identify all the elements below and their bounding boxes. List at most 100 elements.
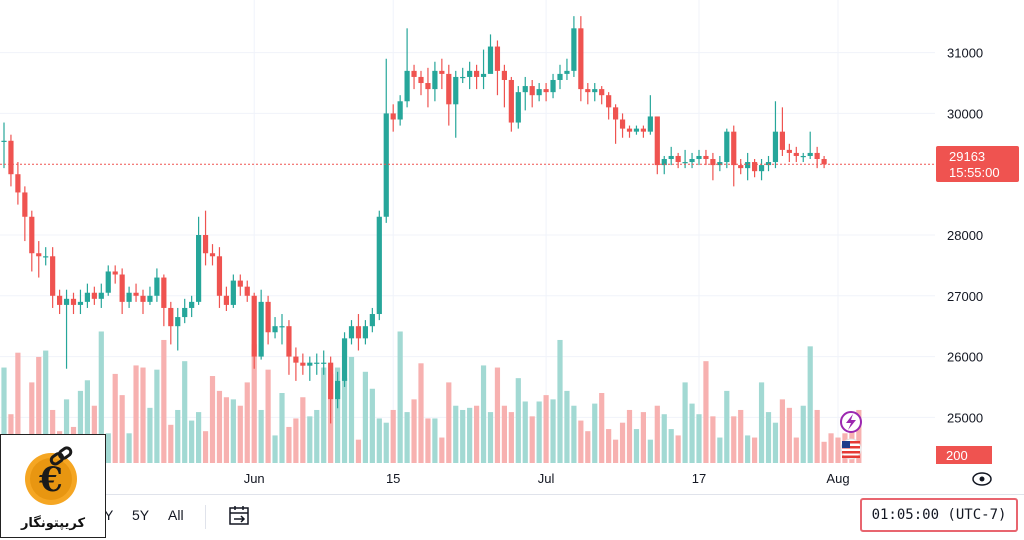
coin-logo-icon: € bbox=[25, 446, 77, 505]
volume-bar bbox=[286, 426, 292, 463]
candle-body bbox=[383, 113, 389, 217]
volume-bar bbox=[119, 395, 125, 463]
volume-bar bbox=[133, 365, 139, 463]
range-all-button[interactable]: All bbox=[168, 507, 184, 523]
volume-bar bbox=[703, 361, 709, 463]
volume-bar bbox=[529, 416, 535, 463]
volume-bar bbox=[786, 407, 792, 463]
candle-body bbox=[182, 307, 188, 318]
candle-body bbox=[307, 362, 313, 366]
volume-bar bbox=[223, 397, 229, 463]
candle-body bbox=[460, 76, 466, 79]
volume-bar bbox=[439, 437, 445, 463]
candle-body bbox=[126, 292, 132, 302]
candle-body bbox=[335, 380, 341, 400]
price-axis[interactable]: 31000 30000 28000 27000 26000 25000 bbox=[947, 46, 983, 426]
x-tick-label: Jun bbox=[244, 471, 265, 486]
candle-body bbox=[578, 28, 584, 90]
lightning-icon[interactable] bbox=[840, 411, 862, 433]
time-axis[interactable]: Jun15Jul17Aug21 bbox=[244, 471, 1024, 486]
volume-bar bbox=[599, 393, 605, 463]
volume-bar bbox=[293, 418, 299, 463]
candle-body bbox=[147, 295, 153, 302]
range-y-button[interactable]: Y bbox=[104, 507, 114, 523]
volume-bar bbox=[196, 412, 202, 463]
volume-bar bbox=[460, 409, 466, 463]
candle-body bbox=[550, 79, 556, 93]
candle-body bbox=[29, 216, 35, 254]
range-5y-button[interactable]: 5Y bbox=[132, 507, 150, 523]
volume-bar bbox=[112, 373, 118, 463]
candle-body bbox=[703, 155, 709, 160]
volume-bar bbox=[216, 390, 223, 463]
volume-bar bbox=[640, 412, 646, 463]
candle-body bbox=[91, 292, 97, 299]
price-chart[interactable]: 31000 30000 28000 27000 26000 25000 Jun 15 Jul 1… bbox=[0, 0, 1024, 494]
volume-bar bbox=[717, 437, 723, 463]
volume-bar bbox=[467, 407, 473, 463]
candle-body bbox=[661, 159, 667, 166]
us-flag-icon[interactable] bbox=[840, 438, 862, 460]
candle-body bbox=[63, 298, 70, 305]
eye-settings-icon[interactable] bbox=[972, 472, 992, 486]
candle-body bbox=[758, 165, 765, 172]
volume-bar bbox=[140, 367, 146, 463]
y-tick-label: 27000 bbox=[947, 289, 983, 304]
candle-body bbox=[286, 326, 292, 357]
volume-bar bbox=[29, 382, 35, 463]
volume-bar bbox=[856, 409, 862, 463]
candle-body bbox=[474, 70, 480, 77]
candle-body bbox=[571, 28, 577, 71]
volume-bar bbox=[1, 367, 7, 463]
y-tick-label: 26000 bbox=[947, 350, 983, 365]
candle-body bbox=[731, 131, 737, 166]
candle-body bbox=[15, 174, 21, 193]
volume-bar bbox=[592, 403, 598, 463]
candle-body bbox=[487, 46, 494, 74]
candle-body bbox=[529, 86, 535, 96]
volume-bar bbox=[418, 363, 424, 463]
last-price-value: 29163 bbox=[949, 149, 985, 164]
volume-bar bbox=[126, 433, 132, 463]
volume-bar bbox=[376, 418, 382, 463]
volume-bar bbox=[258, 409, 264, 463]
volume-bar bbox=[696, 414, 702, 463]
volume-bar bbox=[821, 441, 827, 463]
volume-label-value: 200 bbox=[946, 448, 968, 463]
timezone-clock[interactable]: 01:05:00 (UTC-7) bbox=[860, 498, 1018, 532]
candle-body bbox=[279, 326, 285, 328]
volume-bar bbox=[189, 420, 195, 463]
volume-bar bbox=[828, 433, 834, 463]
candle-body bbox=[390, 113, 396, 120]
last-price-label: 29163 15:55:00 bbox=[936, 146, 1019, 182]
candle-body bbox=[216, 256, 223, 296]
logo-text: کریپتونگار bbox=[20, 516, 86, 531]
volume-bar bbox=[494, 367, 501, 463]
candle-body bbox=[779, 131, 785, 150]
volume-bar bbox=[814, 409, 820, 463]
candle-body bbox=[355, 326, 362, 339]
date-range-icon[interactable] bbox=[226, 503, 252, 529]
y-tick-label: 25000 bbox=[947, 410, 983, 425]
toolbar-divider bbox=[205, 505, 206, 529]
volume-bar bbox=[480, 365, 487, 463]
candle-body bbox=[738, 165, 744, 169]
candle-body bbox=[772, 131, 779, 163]
candlesticks bbox=[1, 16, 827, 424]
candle-body bbox=[376, 216, 382, 315]
volume-bar bbox=[578, 420, 584, 463]
volume-bar bbox=[63, 399, 70, 463]
volume-bar bbox=[835, 437, 841, 463]
volume-bar bbox=[202, 431, 209, 463]
volume-bar bbox=[807, 346, 813, 463]
volume-bar bbox=[161, 339, 167, 463]
volume-bar bbox=[265, 369, 271, 463]
candle-body bbox=[453, 76, 459, 105]
volume-bar bbox=[404, 412, 410, 463]
candle-body bbox=[793, 152, 799, 156]
candle-body bbox=[196, 235, 202, 302]
volume-bar bbox=[425, 418, 431, 463]
volume-bar bbox=[752, 437, 758, 463]
x-tick-label: 17 bbox=[692, 471, 706, 486]
candle-body bbox=[508, 79, 514, 123]
